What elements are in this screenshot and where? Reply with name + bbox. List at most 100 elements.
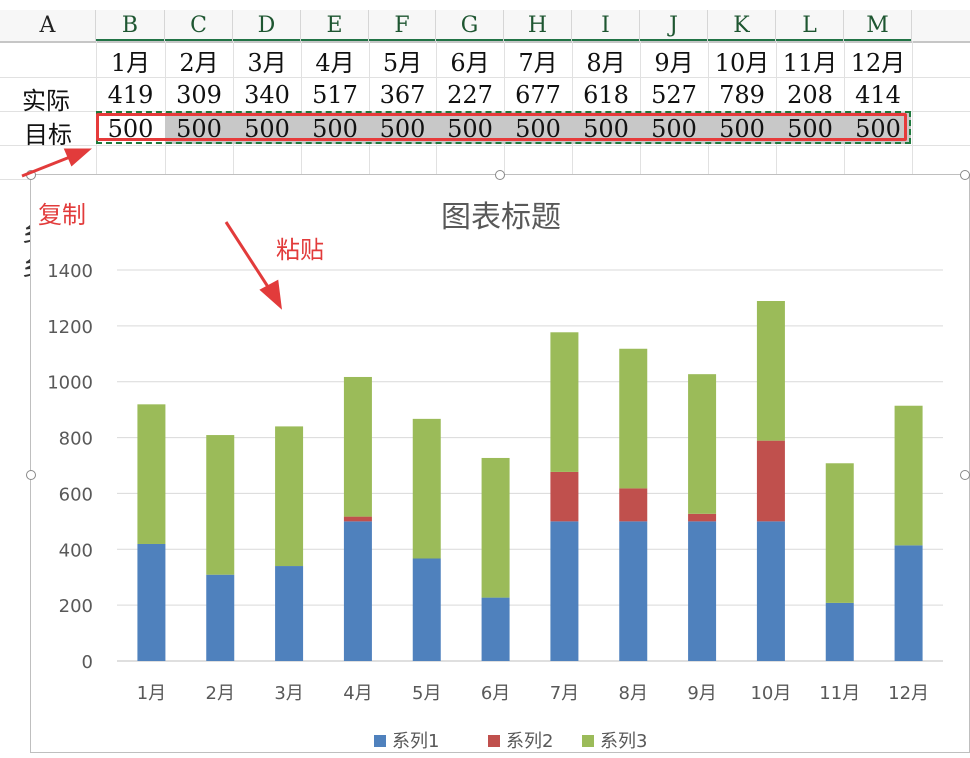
bar-3-3月 (275, 426, 304, 567)
bar-1-5月 (412, 558, 441, 661)
y-tick-label: 1200 (47, 317, 93, 338)
bar-1-4月 (343, 521, 372, 661)
month-cell[interactable]: 12月 (850, 48, 906, 77)
bar-1-9月 (688, 521, 717, 661)
legend-label-2: 系列2 (506, 731, 553, 752)
selected-columns-indicator (96, 39, 912, 41)
actual-value-cell[interactable]: 677 (515, 81, 561, 109)
actual-value-cell[interactable]: 208 (787, 81, 833, 109)
actual-value-cell[interactable]: 527 (651, 81, 697, 109)
bar-1-7月 (550, 521, 579, 661)
x-tick-label: 6月 (481, 683, 510, 704)
column-header-D[interactable]: D (233, 10, 301, 41)
bar-3-9月 (688, 374, 717, 514)
x-tick-label: 5月 (412, 683, 441, 704)
stacked-bar-chart: 图表标题 0 200 400 600 800 1000 1200 1400 1月 2月 3月 4月 5月 6… (47, 200, 943, 752)
month-cell[interactable]: 5月 (382, 48, 423, 77)
column-header-J[interactable]: J (640, 10, 708, 41)
column-header-G[interactable]: G (436, 10, 504, 41)
column-gridline (912, 41, 913, 181)
column-header-B[interactable]: B (96, 10, 165, 41)
legend-swatch-1 (374, 735, 386, 747)
month-cell[interactable]: 10月 (714, 48, 770, 77)
y-tick-label: 1400 (47, 261, 93, 282)
chart-title: 图表标题 (441, 200, 561, 235)
actual-value-cell[interactable]: 227 (447, 81, 493, 109)
column-header-L[interactable]: L (776, 10, 844, 41)
month-cell[interactable]: 8月 (586, 48, 626, 77)
x-tick-label: 11月 (819, 683, 860, 704)
bar-2-7月 (550, 471, 579, 522)
bar-3-8月 (619, 348, 648, 489)
month-cell[interactable]: 2月 (179, 48, 219, 77)
column-header-E[interactable]: E (301, 10, 369, 41)
bar-3-2月 (206, 435, 235, 575)
month-cell[interactable]: 4月 (315, 48, 355, 77)
bar-2-4月 (343, 516, 372, 522)
bar-3-11月 (825, 463, 854, 603)
column-header-F[interactable]: F (369, 10, 436, 41)
bar-3-1月 (137, 404, 166, 544)
actual-value-cell[interactable]: 367 (379, 81, 426, 109)
month-cell[interactable]: 1月 (110, 48, 151, 77)
x-tick-label: 7月 (550, 683, 579, 704)
column-header-K[interactable]: K (708, 10, 776, 41)
legend-label-1: 系列1 (392, 731, 439, 752)
month-cell[interactable]: 11月 (782, 48, 838, 77)
actual-value-cell[interactable]: 618 (583, 81, 629, 109)
month-cell[interactable]: 3月 (247, 48, 287, 77)
legend-swatch-2 (488, 735, 500, 747)
paste-arrow-head (259, 279, 282, 310)
copy-annotation: 复制 (38, 201, 86, 229)
actual-value-cell[interactable]: 414 (855, 81, 901, 109)
y-tick-label: 0 (82, 652, 93, 673)
y-tick-label: 200 (59, 596, 93, 617)
bar-3-4月 (343, 376, 372, 517)
bar-1-6月 (481, 597, 510, 661)
paste-annotation: 粘贴 (276, 236, 324, 264)
bar-1-1月 (137, 543, 166, 661)
column-header-A[interactable]: A (0, 10, 96, 41)
row-label-target[interactable]: 目标 (24, 121, 72, 149)
x-tick-label: 1月 (137, 683, 166, 704)
bar-3-5月 (412, 418, 441, 559)
y-tick-label: 1000 (47, 373, 93, 394)
resize-handle-left[interactable] (26, 470, 36, 480)
column-header-C[interactable]: C (165, 10, 233, 41)
column-header-M[interactable]: M (844, 10, 912, 41)
bar-1-10月 (756, 521, 785, 661)
x-tick-label: 12月 (888, 683, 929, 704)
bar-3-12月 (894, 405, 923, 546)
row-gridline (0, 145, 970, 146)
copy-arrow (21, 155, 71, 178)
month-cell[interactable]: 9月 (654, 48, 694, 77)
x-tick-label: 3月 (274, 683, 303, 704)
bar-1-2月 (206, 574, 235, 661)
actual-value-cell[interactable]: 340 (244, 81, 290, 109)
actual-value-cell[interactable]: 789 (719, 81, 765, 109)
x-tick-label: 10月 (750, 683, 791, 704)
bar-1-12月 (894, 545, 923, 661)
month-cell[interactable]: 6月 (450, 48, 490, 77)
x-tick-label: 4月 (343, 683, 372, 704)
month-cell[interactable]: 7月 (518, 48, 558, 77)
bar-2-10月 (756, 440, 785, 522)
x-tick-label: 8月 (619, 683, 648, 704)
x-tick-label: 9月 (687, 683, 716, 704)
actual-value-cell[interactable]: 517 (312, 81, 358, 109)
chart-area[interactable]: 图表标题 0 200 400 600 800 1000 1200 1400 1月 2月 3月 4月 5月 6… (30, 174, 970, 753)
paste-arrow (224, 221, 272, 291)
x-tick-label: 2月 (206, 683, 235, 704)
column-header-H[interactable]: H (504, 10, 572, 41)
bar-1-3月 (275, 566, 304, 661)
bar-1-8月 (619, 521, 648, 661)
column-header-I[interactable]: I (572, 10, 640, 41)
bar-2-9月 (688, 513, 717, 522)
resize-handle-top[interactable] (495, 170, 505, 180)
bar-2-8月 (619, 488, 648, 522)
actual-value-cell[interactable]: 419 (107, 81, 154, 109)
row-label-actual[interactable]: 实际 (22, 87, 70, 115)
actual-value-cell[interactable]: 309 (176, 81, 222, 109)
